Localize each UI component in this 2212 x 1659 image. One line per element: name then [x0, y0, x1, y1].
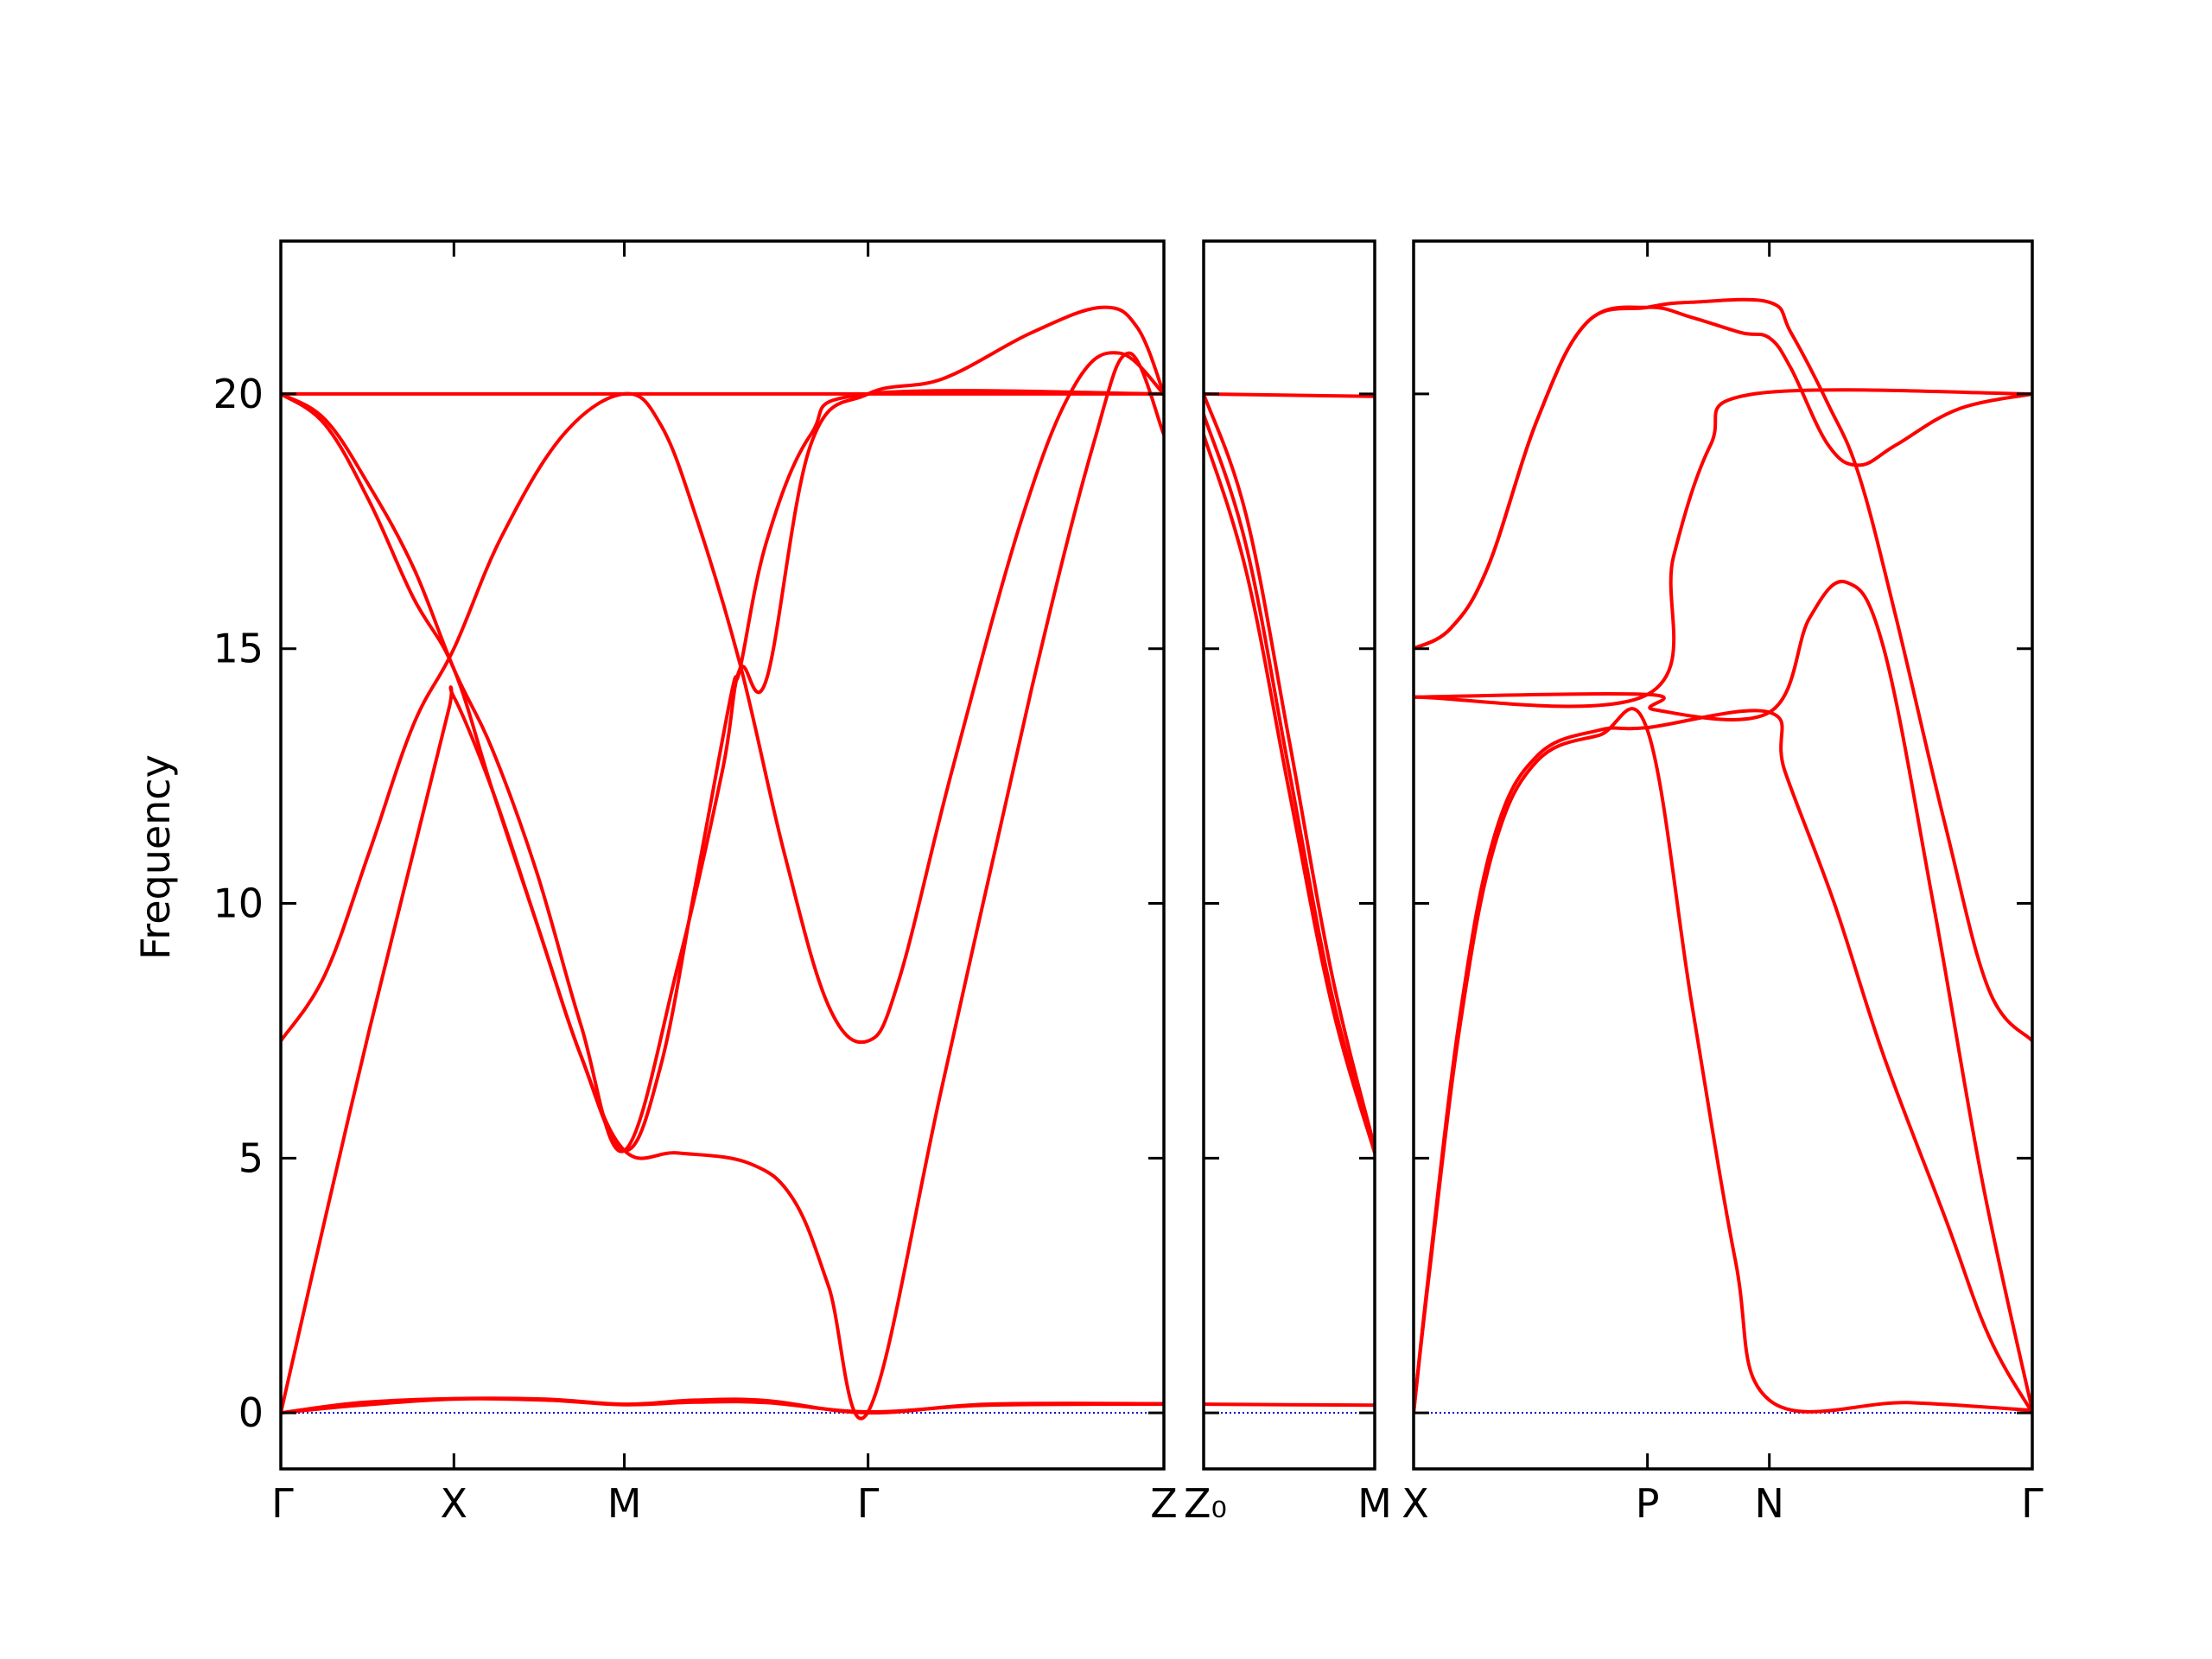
- y-tick-label: 10: [213, 880, 264, 927]
- panel-frame: [1202, 239, 1376, 1471]
- x-tick-label: P: [1636, 1480, 1660, 1527]
- band-line-1: [1414, 709, 2032, 1415]
- band-line-4: [1414, 388, 2032, 709]
- y-tick-label: 0: [238, 1389, 264, 1436]
- bands: [1414, 297, 2032, 1415]
- bands: [281, 305, 1164, 1421]
- x-tick-label: X: [1402, 1480, 1429, 1527]
- x-tick-label: Z: [1150, 1480, 1178, 1527]
- band-line-3: [1414, 579, 2032, 1413]
- band-line-5: [1414, 305, 2032, 651]
- y-axis-label: Frequency: [132, 754, 179, 960]
- band-line-2: [1414, 707, 2032, 1415]
- y-tick-label: 20: [213, 371, 264, 417]
- x-tick-label: N: [1754, 1480, 1783, 1527]
- band-line-4: [1204, 412, 1375, 1150]
- x-tick-label: Γ: [857, 1480, 880, 1527]
- x-tick-label: Γ: [271, 1480, 294, 1527]
- bands: [1204, 391, 1375, 1408]
- y-tick-label: 15: [213, 626, 264, 672]
- band-line-2: [1204, 391, 1375, 398]
- band-line-5: [1204, 391, 1375, 1150]
- panel-frame: [1412, 239, 2034, 1471]
- panel-frame: [279, 239, 1166, 1471]
- x-tick-label: M: [1357, 1480, 1392, 1527]
- x-tick-label: Γ: [2021, 1480, 2044, 1527]
- band-line-3: [281, 351, 1164, 1421]
- band-line-1: [1204, 1402, 1375, 1408]
- band-line-5: [281, 389, 1164, 1153]
- y-tick-label: 5: [238, 1135, 264, 1181]
- x-tick-label: X: [441, 1480, 468, 1527]
- panel-2: Z₀ M: [1184, 239, 1392, 1527]
- panel-1: 0 5 10 15 20 Γ X M Γ Z: [213, 239, 1178, 1527]
- x-tick-label: Z₀: [1184, 1480, 1227, 1527]
- band-line-3: [1204, 433, 1375, 1155]
- band-line-6: [1414, 297, 2032, 1043]
- band-line-6: [281, 305, 1164, 1154]
- band-line-4: [281, 351, 1164, 1045]
- x-tick-label: M: [607, 1480, 642, 1527]
- band-line-2: [281, 1396, 1164, 1415]
